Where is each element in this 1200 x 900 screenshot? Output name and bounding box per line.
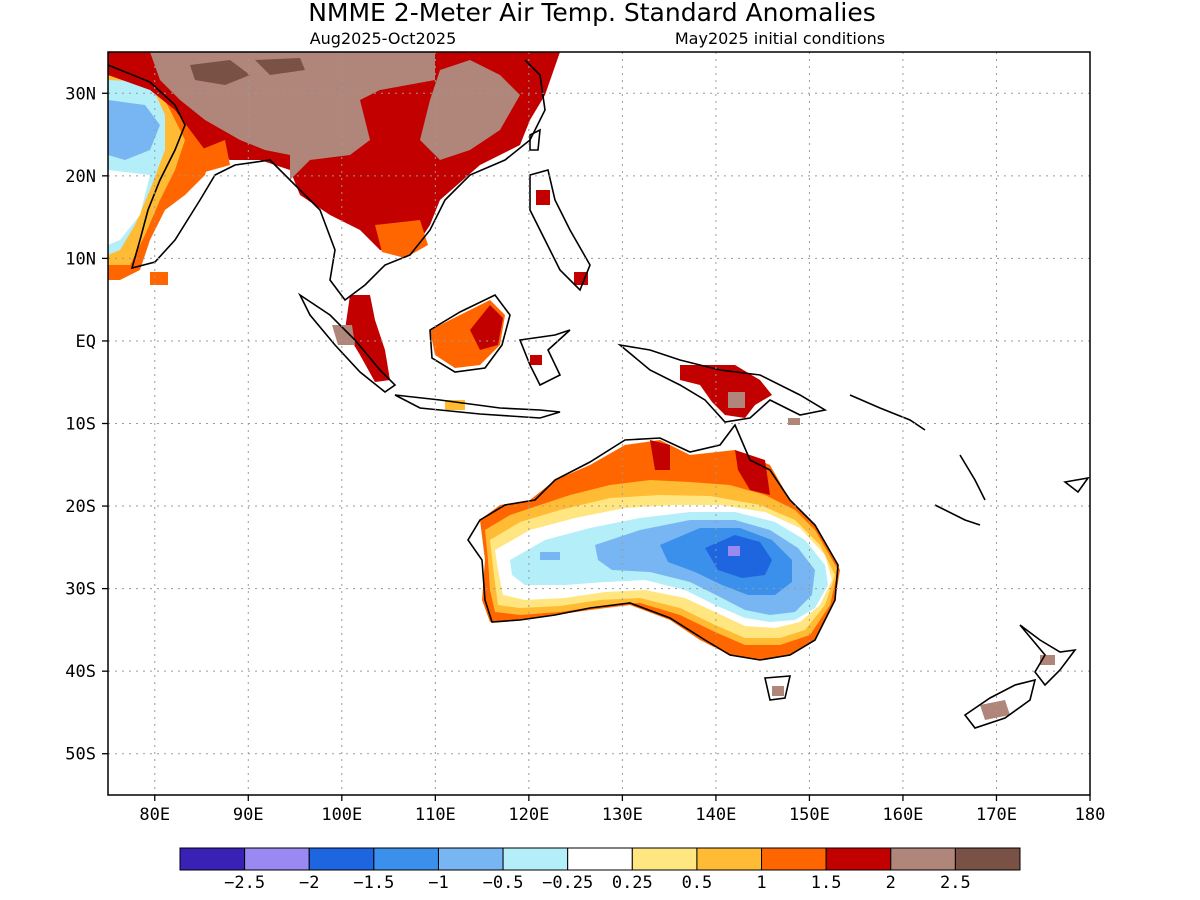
colorbar-label: −2.5	[224, 873, 265, 893]
colorbar-swatch	[696, 847, 763, 871]
longitude-labels: 80E 90E 100E 110E 120E 130E 140E 150E 160E 170E 18…	[139, 795, 1105, 825]
nz-brown	[980, 655, 1055, 720]
coast-australia	[467, 423, 839, 661]
lat-tick-label: 30S	[65, 580, 96, 600]
lon-tick-label: 100E	[321, 805, 362, 825]
coast-java	[394, 394, 561, 419]
lon-tick-label: 90E	[233, 805, 264, 825]
colorbar-swatch	[308, 847, 375, 871]
colorbar-label: 1	[756, 873, 766, 893]
lat-tick-label: 10N	[65, 249, 96, 269]
lat-tick-label: 20S	[65, 497, 96, 517]
colorbar-label: −1	[428, 873, 448, 893]
coast-asia	[108, 59, 546, 302]
color-bar: −2.5 −2 −1.5 −1 −0.5 −0.25 0.25 0.5 1 1.5 2 2.5	[179, 847, 1021, 893]
colorbar-swatch	[631, 847, 698, 871]
coast-new-caledonia	[934, 504, 981, 526]
colorbar-label: 2	[886, 873, 896, 893]
colorbar-swatch	[825, 847, 892, 871]
sumatra-brown	[332, 325, 355, 345]
lon-tick-label: 160E	[882, 805, 923, 825]
colorbar-swatch	[179, 847, 246, 871]
lat-tick-label: 30N	[65, 84, 96, 104]
lat-tick-label: 40S	[65, 662, 96, 682]
colorbar-swatch	[244, 847, 310, 871]
lon-tick-label: 120E	[508, 805, 549, 825]
coast-fiji	[1063, 476, 1090, 494]
grid-lines	[108, 52, 1090, 795]
lon-tick-label: 180	[1075, 805, 1106, 825]
colorbar-label: 1.5	[811, 873, 842, 893]
lon-tick-label: 110E	[415, 805, 456, 825]
colorbar-label: −0.5	[483, 873, 524, 893]
australia-cool-core	[705, 535, 772, 578]
lat-tick-label: 50S	[65, 745, 96, 765]
anomaly-field	[108, 52, 1055, 720]
coast-new-guinea	[617, 343, 828, 423]
sumatra-red	[345, 295, 390, 382]
sulawesi-red	[530, 355, 542, 365]
colorbar-swatch	[890, 847, 956, 871]
colorbar-label: 2.5	[940, 873, 971, 893]
lon-tick-label: 170E	[976, 805, 1017, 825]
colorbar-label: −2	[299, 873, 319, 893]
myanmar-orange	[200, 140, 230, 172]
coast-borneo	[429, 293, 511, 373]
colorbar-label: −1.5	[353, 873, 394, 893]
colorbar-swatch	[502, 847, 569, 871]
map-subtitle-init: May2025 initial conditions	[675, 29, 885, 48]
indochina-orange	[375, 220, 428, 258]
lon-tick-label: 140E	[695, 805, 736, 825]
philippines-red	[536, 190, 588, 285]
lat-tick-label: EQ	[76, 332, 96, 352]
coast-taiwan	[529, 128, 541, 151]
colorbar-swatch	[373, 847, 439, 871]
coast-sulawesi	[518, 329, 571, 387]
new-guinea-brown	[728, 392, 745, 408]
borneo-red	[470, 305, 503, 350]
tasmania-brown	[772, 686, 784, 696]
sri-lanka-warm	[150, 272, 168, 285]
colorbar-swatch	[761, 847, 827, 871]
coast-tasmania	[764, 675, 792, 701]
india-white	[108, 170, 150, 245]
lon-tick-label: 150E	[789, 805, 830, 825]
coast-nz-south	[963, 678, 1037, 729]
australia-cool-max	[728, 546, 740, 556]
colorbar-label: 0.25	[612, 873, 653, 893]
coast-solomons	[849, 394, 926, 431]
png-brown	[788, 418, 800, 425]
map-subtitle-period: Aug2025-Oct2025	[310, 29, 457, 48]
colorbar-swatch	[567, 847, 633, 871]
china-brown-east	[420, 60, 520, 160]
lat-tick-label: 20N	[65, 167, 96, 187]
coast-philippines	[529, 169, 591, 292]
lon-tick-label: 80E	[139, 805, 170, 825]
coast-nz-north	[1019, 624, 1077, 687]
colorbar-swatch	[437, 847, 504, 871]
coastlines	[108, 59, 1090, 729]
australia-west-lightspot	[540, 552, 560, 560]
tibet-dark	[190, 58, 305, 85]
lat-tick-label: 10S	[65, 415, 96, 435]
india-cool-core	[108, 100, 160, 160]
coast-vanuatu	[959, 454, 986, 501]
colorbar-label: 0.5	[682, 873, 713, 893]
coast-sumatra	[297, 292, 397, 393]
australia-north-red	[650, 440, 770, 495]
latitude-labels: 30N 20N 10N EQ 10S 20S 30S 40S 50S	[65, 84, 108, 765]
new-guinea-red	[680, 365, 772, 418]
lon-tick-label: 130E	[602, 805, 643, 825]
colorbar-label: −0.25	[542, 873, 593, 893]
map-title: NMME 2-Meter Air Temp. Standard Anomalie…	[308, 0, 876, 27]
colorbar-swatch	[954, 847, 1021, 871]
